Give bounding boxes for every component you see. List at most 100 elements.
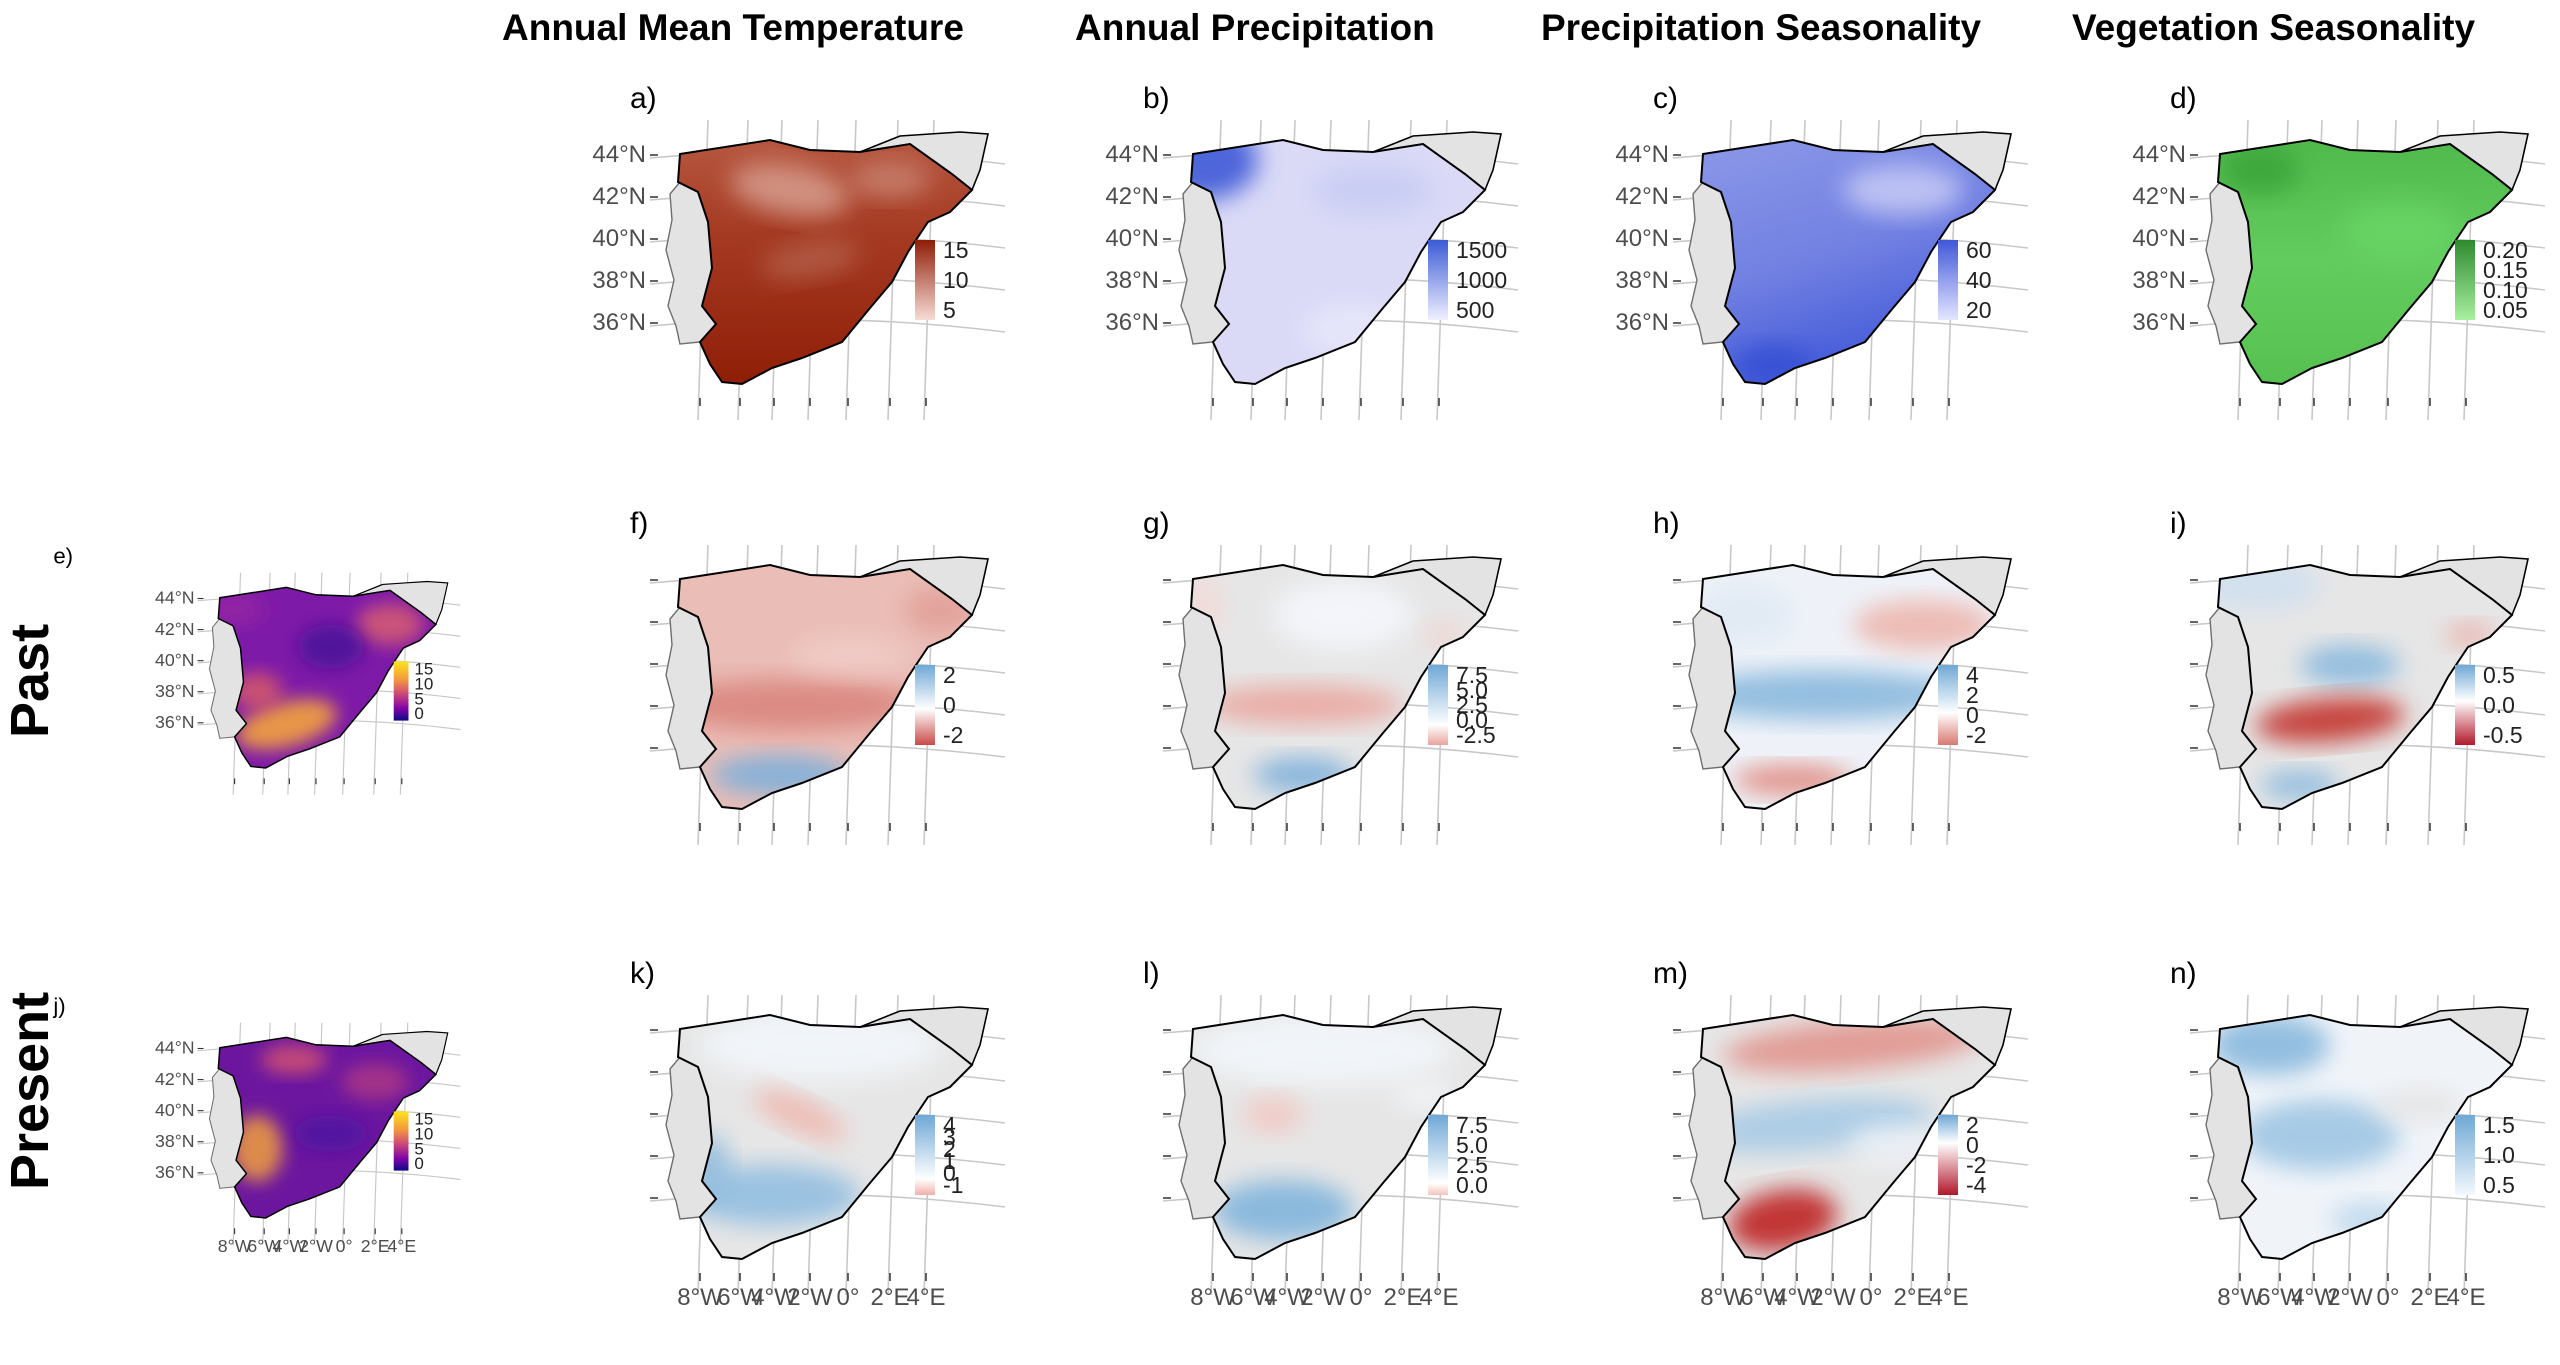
lat-tick-label: 40°N xyxy=(1105,225,1159,252)
spain-outline xyxy=(1699,138,1997,386)
panel-label-j: j) xyxy=(52,994,65,1019)
map-panel-a: a) 44°N 42°N 40°N 38°N 36°N 15 10 5 xyxy=(592,82,1006,421)
legend-colorbar xyxy=(2455,240,2475,320)
lon-tick-label: 2°E xyxy=(1384,1284,1423,1311)
legend-label: 0 xyxy=(1966,1132,1979,1158)
lat-tick-label: 36°N xyxy=(592,309,646,336)
row-title-present: Present xyxy=(0,992,60,1190)
lon-tick-label: 4°E xyxy=(907,1284,946,1311)
field-blob xyxy=(2260,770,2340,800)
field-blob xyxy=(1848,1125,1938,1165)
lon-tick-label: 6°W xyxy=(1230,1284,1276,1311)
lon-tick-label: 0° xyxy=(1350,1284,1373,1311)
field-blob xyxy=(293,1115,368,1153)
legend-h: 420-2 xyxy=(1938,662,1986,748)
lat-tick-label: 42°N xyxy=(155,619,195,639)
legend-label: -4 xyxy=(1966,1172,1987,1198)
lon-tick-label: 8°W xyxy=(1190,1284,1236,1311)
field-blob xyxy=(2300,645,2400,685)
lon-tick-label: 2°E xyxy=(1894,1284,1933,1311)
lon-tick-label: 6°W xyxy=(717,1284,763,1311)
lon-tick-label: 2°E xyxy=(2411,1284,2450,1311)
lat-tick-label: 38°N xyxy=(2132,267,2186,294)
map-panel-l: l) 8°W6°W4°W2°W 0° 2°E4°E 7.55.02.50.0 xyxy=(1143,957,1519,1311)
legend-label: 5.0 xyxy=(1456,1132,1488,1158)
legend-label: 7.5 xyxy=(1456,662,1488,688)
legend-label: 5 xyxy=(943,297,956,323)
lat-tick-label: 36°N xyxy=(155,1162,195,1182)
field-blob xyxy=(2240,1100,2400,1170)
lat-tick-label: 36°N xyxy=(1105,309,1159,336)
panel-label-n: n) xyxy=(2170,957,2197,990)
legend-label: 2 xyxy=(1966,682,1979,708)
field-blob xyxy=(2220,145,2300,195)
panel-label-l: l) xyxy=(1143,957,1160,990)
map-panel-g: g) 7.55.02.50.0-2.5 xyxy=(1143,507,1519,846)
lat-tick-label: 42°N xyxy=(1105,183,1159,210)
lon-tick-label: 2°E xyxy=(361,1236,390,1256)
lat-tick-label: 44°N xyxy=(155,588,195,608)
legend-label: 2.5 xyxy=(1456,692,1488,718)
lat-tick-label: 40°N xyxy=(2132,225,2186,252)
lon-tick-label: 2°W xyxy=(299,1236,333,1256)
legend-label: 40 xyxy=(1966,267,1992,293)
legend-label: 10 xyxy=(414,675,433,694)
field-blob xyxy=(2255,697,2405,743)
column-titles: Annual Mean Temperature Annual Precipita… xyxy=(502,7,2475,48)
field-blob xyxy=(790,635,910,675)
lat-tick-label: 36°N xyxy=(1615,309,1669,336)
lon-tick-label: 2°W xyxy=(2327,1284,2373,1311)
map-panel-b: b) 44°N 42°N 40°N 38°N 36°N 1500 1000 500 xyxy=(1105,82,1519,421)
lat-tick-label: 40°N xyxy=(592,225,646,252)
lon-tick-label: 4°W xyxy=(1264,1284,1310,1311)
spain-outline xyxy=(1699,563,1997,811)
legend-label: 0.0 xyxy=(1456,1172,1488,1198)
field-blob xyxy=(341,1063,409,1101)
legend-g: 7.55.02.50.0-2.5 xyxy=(1428,662,1496,748)
legend-label: 0.0 xyxy=(2483,692,2515,718)
lon-tick-label: 2°W xyxy=(1810,1284,1856,1311)
field-blob xyxy=(1728,1188,1838,1252)
legend-label: -2.5 xyxy=(1456,722,1496,748)
lon-tick-label: 4°E xyxy=(387,1236,416,1256)
legend-label: 0 xyxy=(1966,702,1979,728)
lon-tick-label: 4°E xyxy=(1930,1284,1969,1311)
legend-label: 5 xyxy=(414,689,423,708)
legend-label: 500 xyxy=(1456,297,1494,323)
legend-label: -0.5 xyxy=(2483,722,2523,748)
panel-label-d: d) xyxy=(2170,82,2197,115)
field-blob xyxy=(850,162,930,198)
legend-label: 0.5 xyxy=(2483,662,2515,688)
legend-m: 20-2-4 xyxy=(1938,1112,1987,1198)
legend-colorbar xyxy=(1428,665,1448,745)
legend-label: 1 xyxy=(943,1148,956,1174)
field-blob xyxy=(1243,1097,1303,1133)
map-panel-j: j) 44°N 42°N 40°N 38°N 36°N 8°W6°W4°W2°W 0° 2°E4… xyxy=(52,994,461,1256)
legend-label: 7.5 xyxy=(1456,1112,1488,1138)
panel-label-b: b) xyxy=(1143,82,1170,115)
lat-tick-label: 44°N xyxy=(1615,141,1669,168)
lat-tick-label: 38°N xyxy=(1615,267,1669,294)
field-blob xyxy=(678,679,920,731)
field-blob xyxy=(1313,165,1433,215)
lon-tick-label: 0° xyxy=(2377,1284,2400,1311)
lat-tick-label: 42°N xyxy=(2132,183,2186,210)
field-blob xyxy=(260,1044,328,1075)
map-panel-d: d) 44°N 42°N 40°N 38°N 36°N 0.200.150.100.05 xyxy=(2132,82,2546,421)
field-blob xyxy=(1723,1017,1983,1073)
panel-label-g: g) xyxy=(1143,507,1170,540)
legend-label: 60 xyxy=(1966,237,1992,263)
legend-l: 7.55.02.50.0 xyxy=(1428,1112,1488,1198)
lon-tick-label: 6°W xyxy=(247,1236,281,1256)
legend-colorbar xyxy=(1428,1115,1448,1195)
legend-colorbar xyxy=(915,240,935,320)
legend-label: 15 xyxy=(414,1110,433,1129)
field-blob xyxy=(1191,140,1258,200)
legend-label: 15 xyxy=(943,237,969,263)
legend-label: 10 xyxy=(414,1125,433,1144)
legend-label: -2 xyxy=(943,722,963,748)
field-blob xyxy=(1193,1015,1453,1085)
legend-f: 2 0 -2 xyxy=(915,662,963,748)
